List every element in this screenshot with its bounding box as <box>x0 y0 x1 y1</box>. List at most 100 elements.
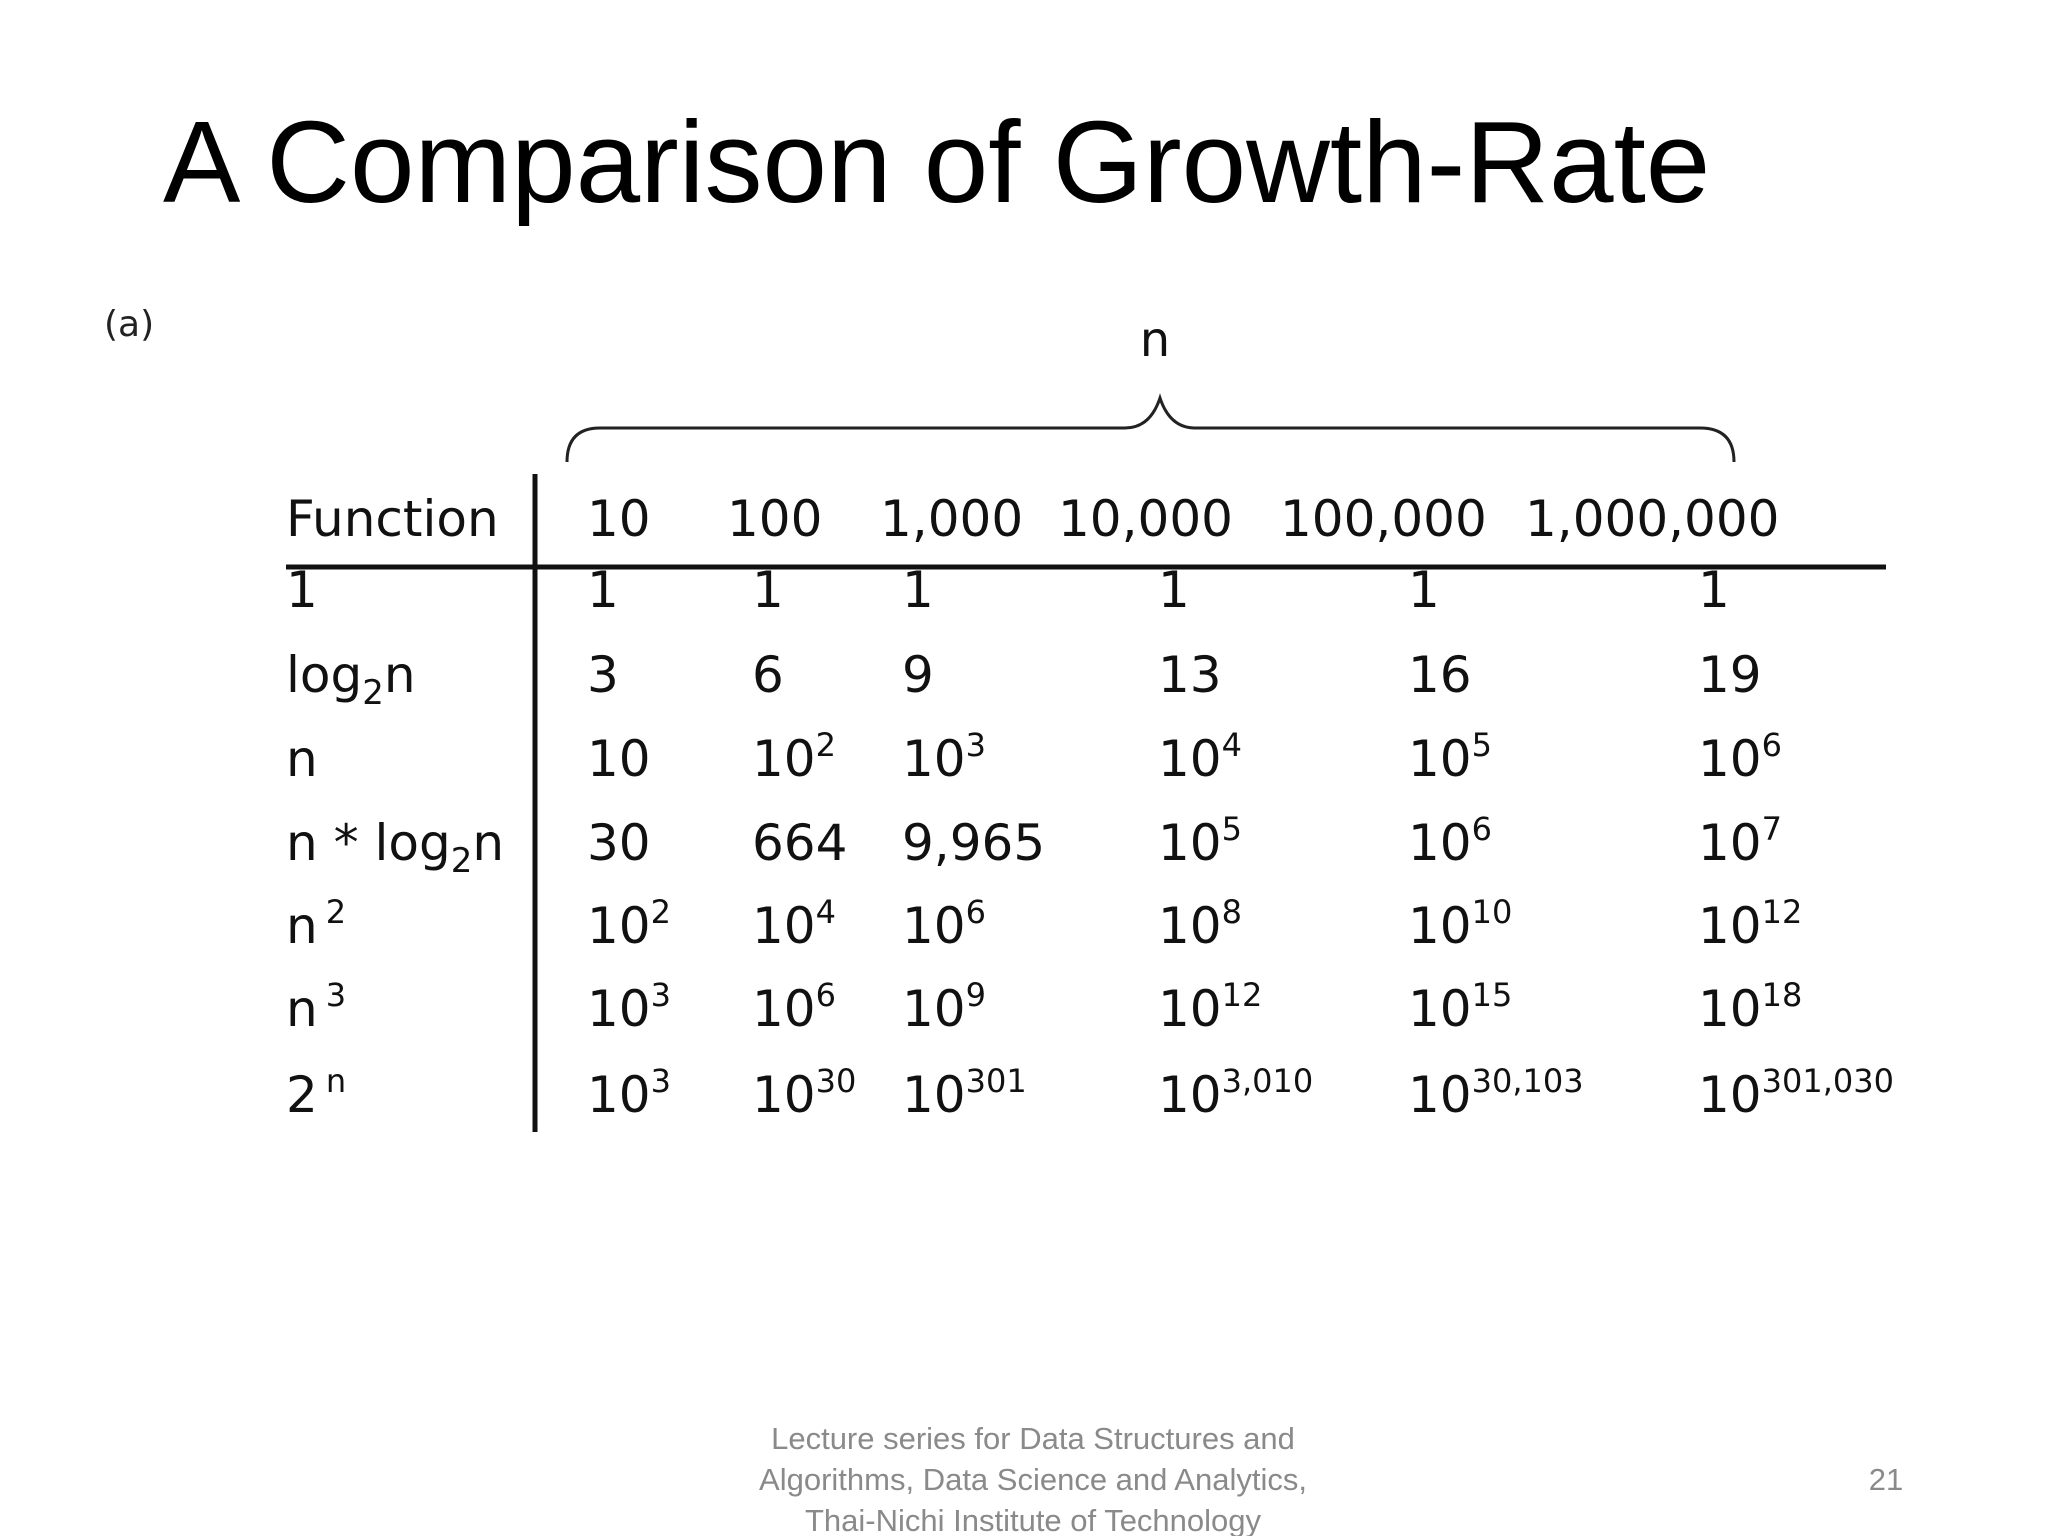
cell-base: 10 <box>587 730 651 788</box>
cell-base: 10 <box>1158 814 1222 872</box>
table-cell: 106 <box>1698 726 1782 788</box>
page-number: 21 <box>1869 1462 1903 1497</box>
table-cell: 103 <box>587 976 671 1038</box>
cell-superscript: 6 <box>1762 726 1782 764</box>
cell-subscript: 2 <box>451 841 473 881</box>
table-cell: 1 <box>1408 561 1440 619</box>
cell-superscript: 30,103 <box>1472 1062 1584 1100</box>
brace <box>565 393 1736 463</box>
cell-base: 1 <box>587 561 619 619</box>
cell-superscript: 7 <box>1762 810 1782 848</box>
table-cell: 13 <box>1158 646 1222 704</box>
table-cell: 1 <box>902 561 934 619</box>
table-cell: 1 <box>1698 561 1730 619</box>
footer-line: Algorithms, Data Science and Analytics, <box>759 1462 1307 1497</box>
table-cell: 108 <box>1158 893 1242 955</box>
cell-superscript: 4 <box>816 893 836 931</box>
cell-tail: n <box>384 646 416 704</box>
cell-base: 1 <box>1408 561 1440 619</box>
cell-base: 10 <box>752 980 816 1038</box>
cell-base: 10 <box>1158 897 1222 955</box>
column-header: 1,000,000 <box>1525 490 1779 548</box>
axis-label: n <box>1140 312 1170 368</box>
table-cell: 16 <box>1408 646 1472 704</box>
table: Function 10 100 1,000 10,000 100,000 1,000,000… <box>286 490 1894 1124</box>
cell-base: log <box>286 646 362 704</box>
cell-base: 9 <box>902 646 934 704</box>
cell-base: 1 <box>1698 561 1730 619</box>
cell-base: 10 <box>752 897 816 955</box>
column-header: Function <box>286 490 499 548</box>
cell-base: 16 <box>1408 646 1472 704</box>
table-cell: 103 <box>587 1062 671 1124</box>
cell-base: 1 <box>752 561 784 619</box>
cell-base: 10 <box>587 897 651 955</box>
cell-base: 1 <box>902 561 934 619</box>
cell-superscript: 6 <box>966 893 986 931</box>
cell-base: 10 <box>1698 730 1762 788</box>
footer: Lecture series for Data Structures and A… <box>759 1421 1903 1536</box>
cell-superscript: 301,030 <box>1762 1062 1894 1100</box>
table-cell: 1 <box>752 561 784 619</box>
cell-base: 10 <box>587 1066 651 1124</box>
table-cell: 19 <box>1698 646 1762 704</box>
cell-base: n <box>286 730 318 788</box>
table-cell: 1 <box>587 561 619 619</box>
table-cell: 106 <box>902 893 986 955</box>
cell-superscript: 5 <box>1222 810 1242 848</box>
table-cell: 10 <box>587 730 651 788</box>
cell-base: 1 <box>1158 561 1190 619</box>
cell-base: 10 <box>1158 980 1222 1038</box>
table-cell: 1030 <box>752 1062 856 1124</box>
cell-base: 19 <box>1698 646 1762 704</box>
cell-base: n * log <box>286 814 451 872</box>
table-cell: 102 <box>752 726 836 788</box>
column-header: 10,000 <box>1058 490 1233 548</box>
cell-superscript: 4 <box>1222 726 1242 764</box>
table-cell: 9,965 <box>902 814 1045 872</box>
cell-base: 10 <box>1158 1066 1222 1124</box>
function-name: n <box>286 730 318 788</box>
column-header: 100,000 <box>1280 490 1487 548</box>
cell-superscript: 12 <box>1762 893 1803 931</box>
cell-superscript: n <box>326 1062 346 1100</box>
cell-superscript: 6 <box>816 976 836 1014</box>
table-cell: 664 <box>752 814 847 872</box>
cell-subscript: 2 <box>362 673 384 713</box>
cell-base: n <box>286 980 318 1038</box>
table-cell: 103,010 <box>1158 1062 1313 1124</box>
table-cell: 1018 <box>1698 976 1802 1038</box>
cell-superscript: 2 <box>816 726 836 764</box>
table-cell: 107 <box>1698 810 1782 872</box>
cell-superscript: 30 <box>816 1062 857 1100</box>
table-cell: 104 <box>1158 726 1242 788</box>
table-cell: 9 <box>902 646 934 704</box>
cell-base: 10 <box>1698 814 1762 872</box>
cell-base: 10 <box>902 980 966 1038</box>
cell-superscript: 9 <box>966 976 986 1014</box>
table-cell: 106 <box>752 976 836 1038</box>
cell-superscript: 12 <box>1222 976 1263 1014</box>
cell-base: 10 <box>1408 814 1472 872</box>
cell-base: 2 <box>286 1066 318 1124</box>
cell-base: 30 <box>587 814 651 872</box>
cell-base: 10 <box>587 980 651 1038</box>
column-header: 1,000 <box>880 490 1023 548</box>
column-header: 10 <box>587 490 651 548</box>
cell-base: 10 <box>1698 980 1762 1038</box>
table-cell: 104 <box>752 893 836 955</box>
table-cell: 10301 <box>902 1062 1027 1124</box>
table-cell: 103 <box>902 726 986 788</box>
cell-superscript: 15 <box>1472 976 1513 1014</box>
table-cell: 1012 <box>1698 893 1802 955</box>
table-cell: 105 <box>1408 726 1492 788</box>
function-name: log2n <box>286 646 416 713</box>
cell-superscript: 3 <box>326 976 346 1014</box>
cell-base: 3 <box>587 646 619 704</box>
cell-base: 10 <box>1158 730 1222 788</box>
